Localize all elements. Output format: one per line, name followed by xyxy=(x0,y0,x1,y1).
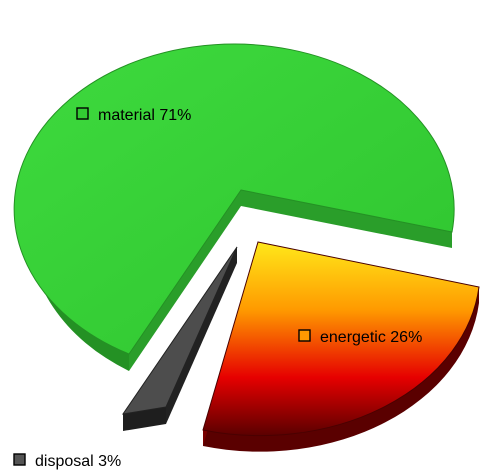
label-disposal: disposal 3% xyxy=(13,453,121,470)
label-material: material 71% xyxy=(76,107,191,124)
pie-slice-material xyxy=(13,43,455,371)
disposal-top xyxy=(121,246,238,415)
energetic-top xyxy=(202,241,480,437)
legend-marker-disposal xyxy=(13,453,26,466)
disposal-side xyxy=(123,407,166,431)
legend-marker-energetic xyxy=(298,329,311,342)
label-material-text: material 71% xyxy=(98,107,191,124)
label-energetic-text: energetic 26% xyxy=(320,329,422,346)
material-cut-face xyxy=(129,190,241,371)
energetic-side xyxy=(203,287,479,452)
pie-slice-disposal xyxy=(121,246,238,431)
label-disposal-text: disposal 3% xyxy=(35,453,121,470)
material-cut-face-right xyxy=(241,190,452,248)
legend-marker-material xyxy=(76,107,89,120)
disposal-cut-face xyxy=(166,247,237,424)
material-top xyxy=(13,43,455,355)
label-energetic: energetic 26% xyxy=(298,329,422,346)
pie-slice-energetic xyxy=(202,241,480,452)
